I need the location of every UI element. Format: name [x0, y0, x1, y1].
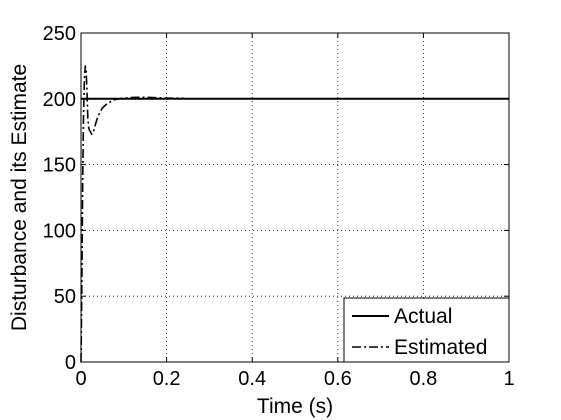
y-tick-label: 100 — [43, 220, 76, 242]
y-tick-label: 200 — [43, 89, 76, 111]
legend-label-estimated: Estimated — [394, 336, 487, 359]
series-estimated-line — [80, 65, 184, 363]
x-tick-label: 0.8 — [409, 368, 437, 390]
legend-box — [343, 297, 510, 363]
x-tick-label: 1 — [503, 368, 514, 390]
y-axis-title: Disturbance and its Estimate — [8, 64, 31, 331]
x-tick-label: 0.6 — [324, 368, 352, 390]
x-axis-title: Time (s) — [257, 395, 333, 418]
x-tick-label: 0.4 — [238, 368, 266, 390]
y-tick-label: 150 — [43, 155, 76, 177]
legend-label-actual: Actual — [394, 305, 452, 328]
y-tick-label: 0 — [65, 352, 76, 374]
y-tick-label: 250 — [43, 23, 76, 45]
x-tick-label: 0.2 — [153, 368, 181, 390]
y-tick-label: 50 — [54, 286, 76, 308]
plot-frame — [80, 32, 510, 363]
x-tick-label: 0 — [75, 368, 86, 390]
legend: Actual Estimated — [343, 297, 510, 363]
